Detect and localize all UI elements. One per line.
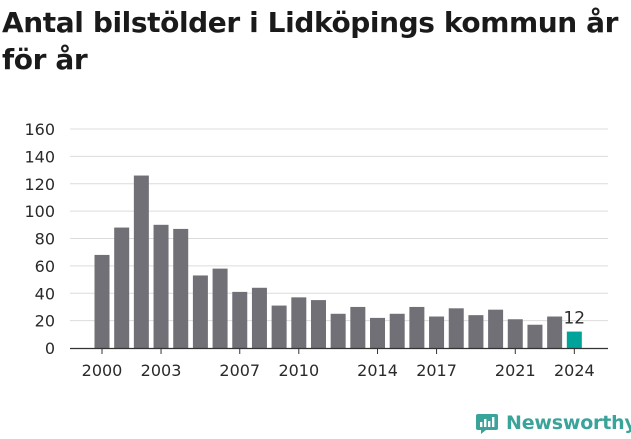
x-tick-label-2017: 2017 <box>416 361 457 380</box>
y-tick-label-160: 160 <box>24 120 55 139</box>
bar-2006 <box>212 268 228 348</box>
data-label-2024: 12 <box>563 309 585 329</box>
x-tick-label-2003: 2003 <box>141 361 182 380</box>
bar-2010 <box>291 297 307 348</box>
bar-2003 <box>153 224 169 348</box>
bar-2011 <box>310 300 326 348</box>
bar-2023 <box>547 316 563 348</box>
bar-2005 <box>192 275 208 348</box>
bar-2017 <box>429 316 445 348</box>
bar-2001 <box>114 227 130 348</box>
y-tick-label-100: 100 <box>24 202 55 221</box>
bar-2008 <box>251 287 267 348</box>
x-tick-label-2010: 2010 <box>278 361 319 380</box>
bar-2004 <box>173 228 189 348</box>
gridlines <box>70 128 608 322</box>
x-tick-label-2024: 2024 <box>554 361 595 380</box>
bar-2020 <box>488 309 504 348</box>
bars <box>94 175 582 348</box>
bar-2021 <box>507 319 523 348</box>
y-tick-label-40: 40 <box>35 284 55 303</box>
brand-name: Newsworthy <box>506 412 631 434</box>
x-tick-label-2014: 2014 <box>357 361 398 380</box>
newsworthy-logo: Newsworthy <box>475 407 631 439</box>
bar-2000 <box>94 254 110 348</box>
chart-title: Antal bilstölder i Lidköpings kommun år … <box>2 6 619 76</box>
y-tick-label-120: 120 <box>24 175 55 194</box>
x-axis-tick-labels: 2000 2003 2007 2010 2014 2017 2021 2024 <box>82 348 595 380</box>
newsworthy-logo-icon <box>476 414 498 434</box>
bar-2009 <box>271 305 287 348</box>
y-tick-label-80: 80 <box>35 230 55 249</box>
bar-2013 <box>350 306 366 348</box>
y-tick-label-20: 20 <box>35 312 55 331</box>
x-tick-label-2000: 2000 <box>82 361 123 380</box>
x-tick-label-2007: 2007 <box>219 361 260 380</box>
x-tick-label-2021: 2021 <box>495 361 536 380</box>
y-tick-label-0: 0 <box>45 339 55 358</box>
bar-2012 <box>330 313 346 348</box>
bar-2014 <box>370 317 386 348</box>
data-labels: 12 <box>563 309 585 329</box>
bar-2007 <box>232 291 248 348</box>
y-tick-label-140: 140 <box>24 147 55 166</box>
y-axis-tick-labels: 0 20 40 60 80 100 120 140 160 <box>24 120 55 358</box>
y-tick-label-60: 60 <box>35 257 55 276</box>
bar-2015 <box>389 313 405 348</box>
bar-2018 <box>448 308 464 348</box>
bar-2024 <box>566 331 582 348</box>
bar-2016 <box>409 306 425 348</box>
bar-2002 <box>133 175 149 348</box>
bar-2019 <box>468 315 484 348</box>
bar-2022 <box>527 324 543 348</box>
